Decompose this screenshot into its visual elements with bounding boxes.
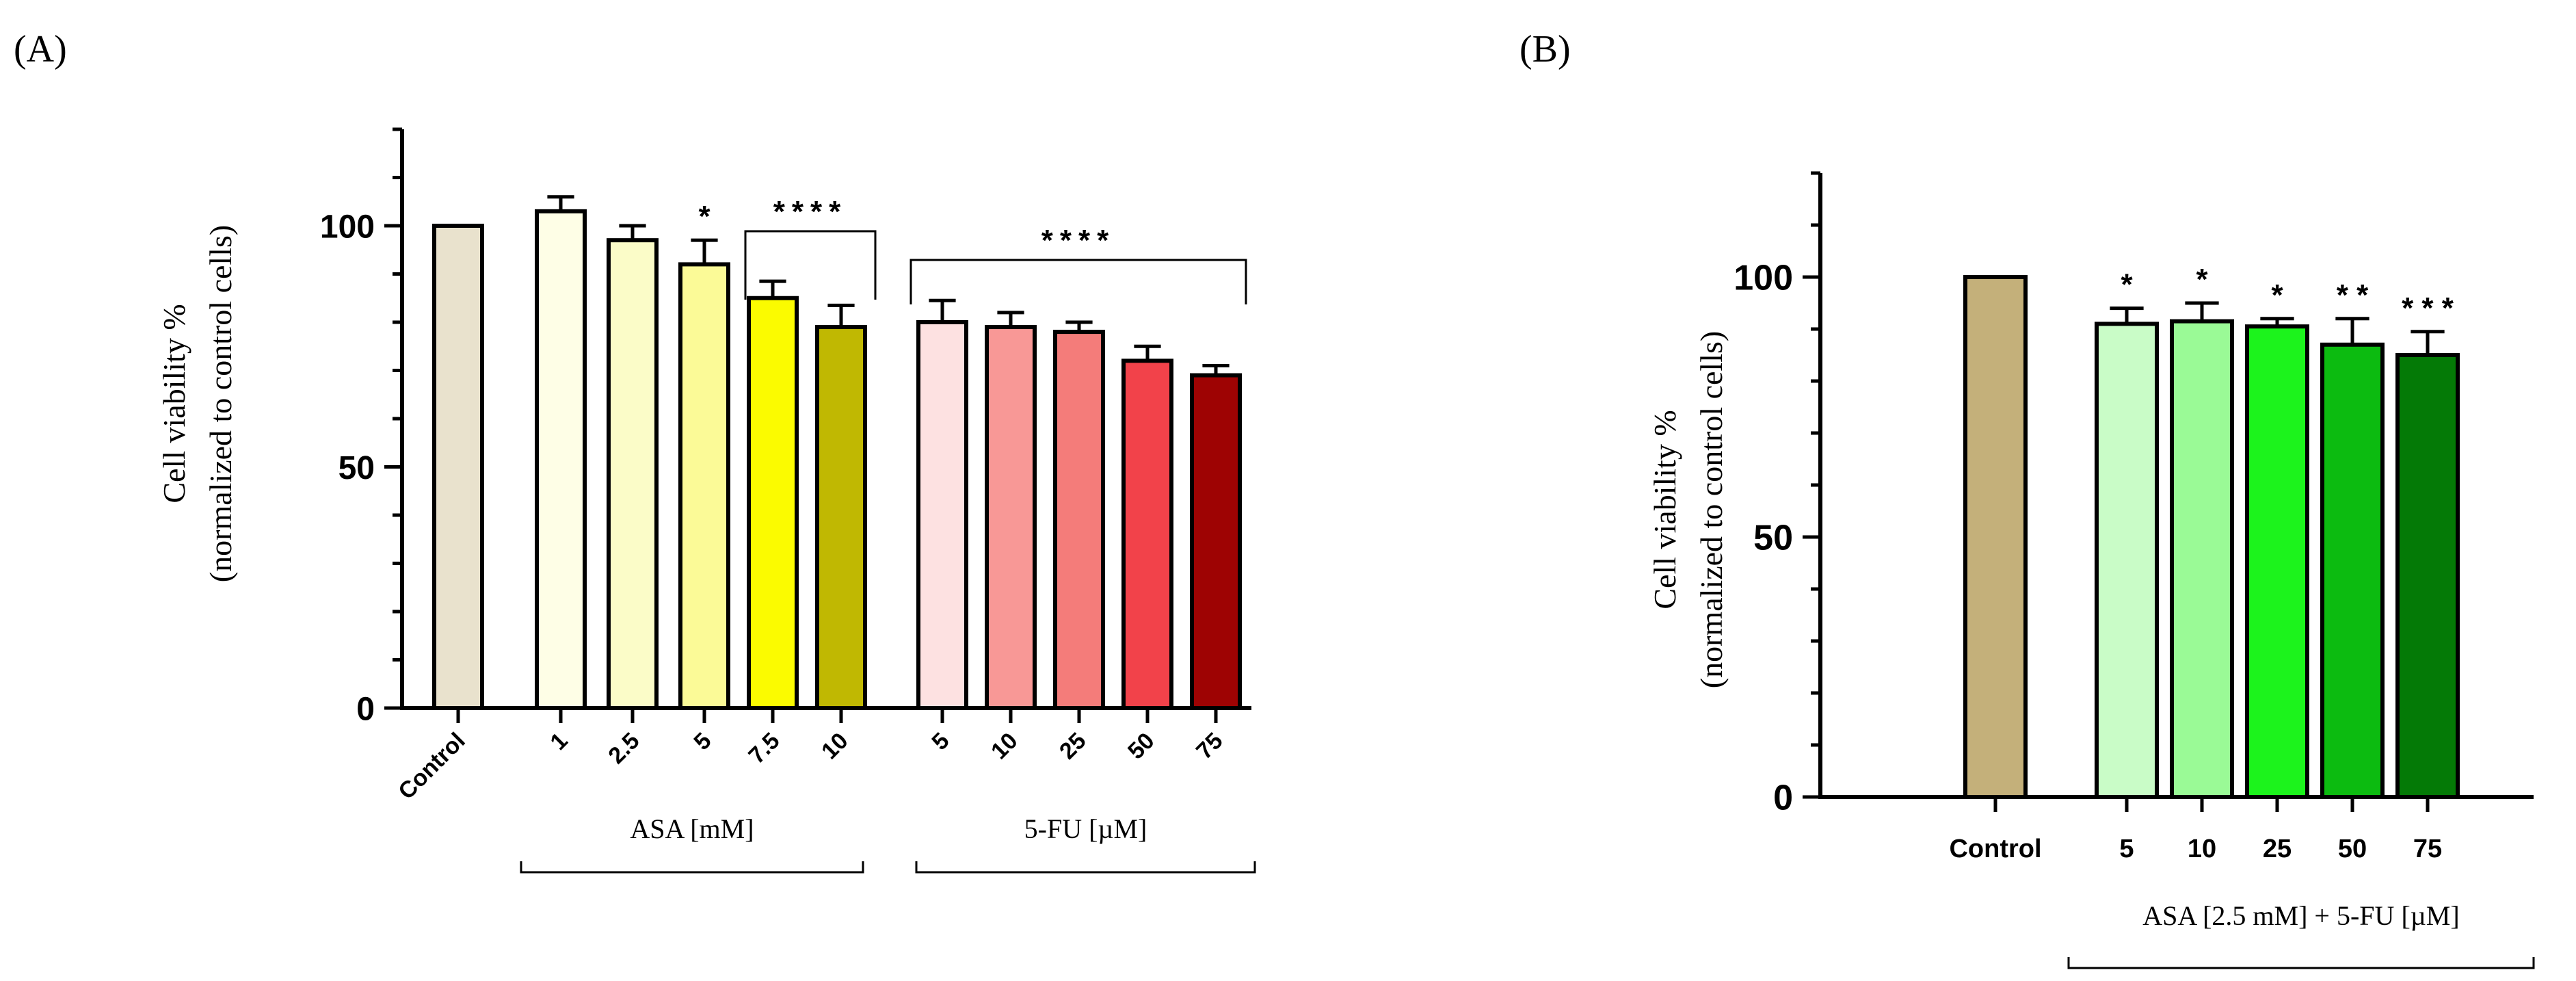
panel-a-category-labels: Control 1 2.5 5 7.5 10 5 10 25 50 75 — [393, 708, 1228, 805]
panel-b-bar — [2095, 322, 2159, 799]
panel-a-bar — [535, 209, 587, 711]
panel-b-bar — [2170, 319, 2234, 800]
panel-b-label: (B) — [1519, 28, 1571, 70]
panel-b-category-label: 10 — [2188, 835, 2216, 863]
panel-a-bar — [1121, 358, 1173, 711]
panel-b-bar — [2245, 324, 2309, 799]
panel-a-y-tick-label: 0 — [356, 691, 375, 727]
panel-a-ylabel-line2: (normalized to control cells) — [203, 225, 238, 582]
panel-b-category-label: 5 — [2119, 835, 2134, 863]
panel-b-bars — [1963, 275, 2460, 800]
panel-b-y-tick-label: 0 — [1773, 779, 1793, 818]
panel-b-ylabel: Cell viability % (normalized to control … — [1647, 331, 1729, 688]
panel-b-category-label: 50 — [2338, 835, 2367, 863]
panel-b-y-tick-label: 100 — [1734, 259, 1793, 298]
panel-a-category-label: 5 — [689, 728, 716, 755]
panel-b-category-label: 75 — [2413, 835, 2442, 863]
panel-a-bar — [1053, 330, 1105, 711]
panel-b-bar — [1963, 275, 2028, 799]
panel-a-significance-bracket — [744, 230, 877, 300]
panel-b-annotations: * * * * * * * * — [2121, 263, 2454, 325]
panel-a-bar — [1190, 373, 1242, 710]
panel-a-category-label: Control — [393, 728, 470, 805]
panel-b-category-labels: Control 5 10 25 50 75 — [1949, 797, 2442, 863]
panel-a-bar — [678, 262, 730, 710]
panel-b-significance-label: * — [2271, 278, 2283, 312]
panel-b: (B) Cell viability % (normalized to cont… — [1519, 28, 2535, 969]
panel-a-category-label: 75 — [1191, 728, 1228, 765]
panel-b-y-tick-label: 50 — [1753, 519, 1793, 558]
panel-b-category-label: 25 — [2263, 835, 2292, 863]
panel-b-y-ticks: 0 50 100 — [1734, 171, 1820, 818]
panel-a-group-bracket — [915, 861, 1256, 874]
panel-a-group-bracket — [520, 861, 864, 874]
panel-a-bar — [815, 325, 867, 710]
panel-b-group-brackets: ASA [2.5 mM] + 5-FU [µM] — [2067, 900, 2535, 969]
panel-a-y-ticks: 0 50 100 — [320, 127, 402, 727]
panel-b-ylabel-line2: (normalized to control cells) — [1694, 331, 1729, 688]
panel-a-category-label: 1 — [545, 728, 572, 755]
panel-a-ylabel: Cell viability % (normalized to control … — [157, 225, 238, 582]
panel-a-significance-label: * — [698, 200, 711, 233]
panel-b-ylabel-line1: Cell viability % — [1647, 410, 1682, 609]
panel-b-significance-label: * * * — [2402, 291, 2454, 325]
panel-a-category-label: 10 — [986, 728, 1023, 765]
panel-a-y-tick-label: 100 — [320, 209, 375, 245]
panel-a-bar — [985, 325, 1037, 710]
panel-a-ylabel-line1: Cell viability % — [157, 304, 191, 503]
panel-a-category-label: 2.5 — [603, 728, 644, 769]
panel-a-group-brackets: ASA [mM] 5-FU [µM] — [520, 813, 1256, 874]
panel-a-bar — [607, 238, 659, 710]
panel-a-group-label: 5-FU [µM] — [1024, 813, 1147, 844]
panel-b-significance-label: * * — [2337, 278, 2369, 312]
panel-a-category-label: 10 — [816, 728, 853, 765]
panel-b-group-label: ASA [2.5 mM] + 5-FU [µM] — [2142, 900, 2459, 931]
panel-a: (A) Cell viability % (normalized to cont… — [14, 28, 1256, 874]
panel-a-annotations: * ******** — [698, 195, 1247, 304]
panel-a-category-label: 25 — [1054, 728, 1091, 765]
panel-b-category-label: Control — [1949, 835, 2041, 863]
panel-a-significance-label: **** — [1041, 224, 1116, 257]
panel-b-significance-label: * — [2196, 263, 2208, 296]
panel-a-significance-label: **** — [773, 195, 848, 228]
panel-a-bar — [432, 224, 484, 710]
panel-b-significance-label: * — [2121, 268, 2133, 302]
panel-a-category-label: 7.5 — [743, 728, 784, 769]
panel-b-bar — [2395, 353, 2460, 799]
panel-a-bar — [916, 320, 968, 710]
panel-a-y-tick-label: 50 — [338, 450, 375, 486]
panel-a-category-label: 5 — [927, 728, 954, 755]
panel-a-bars — [432, 195, 1242, 711]
panel-a-bar — [747, 296, 799, 710]
panel-b-bar — [2320, 342, 2385, 799]
panel-a-category-label: 50 — [1123, 728, 1160, 765]
panel-a-group-label: ASA [mM] — [630, 813, 754, 844]
panel-a-label: (A) — [14, 28, 67, 70]
panel-b-group-bracket — [2067, 957, 2535, 969]
panel-a-significance-bracket — [909, 259, 1247, 304]
